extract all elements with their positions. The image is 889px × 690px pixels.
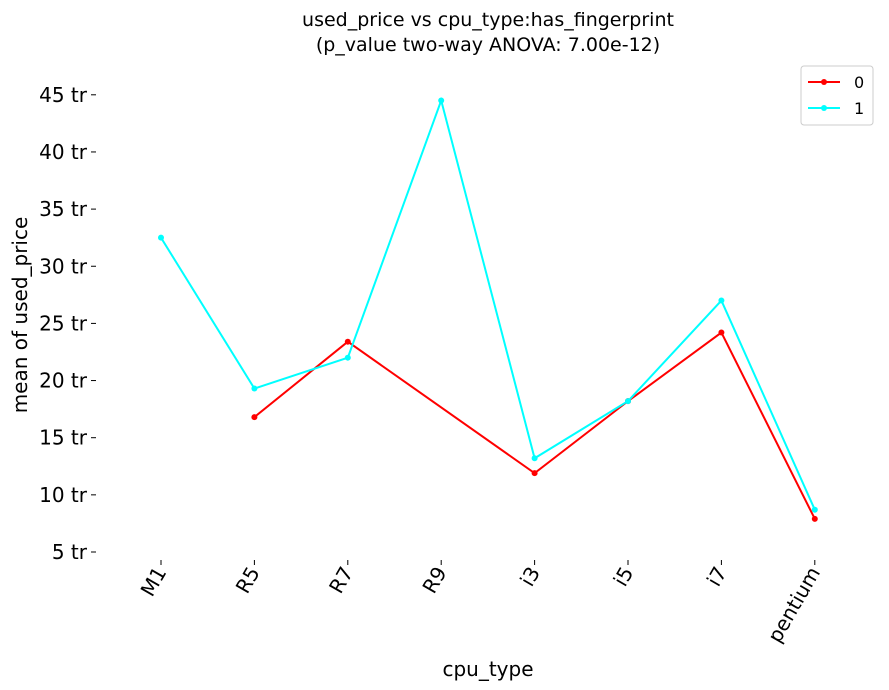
legend-label-1: 1 xyxy=(854,99,864,118)
x-axis: M1 R5 R7 R9 i3 i5 i7 pentium xyxy=(136,560,825,647)
y-tick-label: 30 tr xyxy=(39,254,88,278)
y-tick-label: 10 tr xyxy=(39,483,88,507)
data-point-1 xyxy=(718,297,725,304)
data-point-0 xyxy=(344,338,351,345)
x-tick-label: R5 xyxy=(231,563,265,598)
legend-label-0: 0 xyxy=(854,73,864,92)
data-point-0 xyxy=(251,414,258,421)
chart-title-line1: used_price vs cpu_type:has_fingerprint xyxy=(302,9,674,31)
data-point-1 xyxy=(344,354,351,361)
series-line-1 xyxy=(160,97,816,511)
x-tick-label: R7 xyxy=(324,563,358,598)
x-tick-label: pentium xyxy=(763,563,825,647)
y-tick-label: 35 tr xyxy=(39,197,88,221)
data-point-1 xyxy=(625,398,631,405)
y-tick-label: 45 tr xyxy=(39,83,88,107)
data-point-0 xyxy=(811,515,818,522)
series-layer xyxy=(158,97,818,522)
legend-marker-1 xyxy=(821,105,827,111)
x-tick-label: i5 xyxy=(608,563,638,591)
y-tick-label: 20 tr xyxy=(39,369,88,393)
legend-marker-0 xyxy=(821,79,827,85)
legend: 01 xyxy=(800,65,874,126)
x-tick-label: M1 xyxy=(136,563,172,601)
y-axis-label: mean of used_price xyxy=(8,217,32,414)
data-point-0 xyxy=(718,329,725,336)
x-tick-label: i3 xyxy=(515,563,545,591)
data-point-1 xyxy=(811,506,818,513)
x-tick-label: R9 xyxy=(417,563,451,598)
y-axis: 5 tr 10 tr 15 tr 20 tr 25 tr 30 tr 35 tr 40 tr 4… xyxy=(39,83,96,564)
y-tick-label: 40 tr xyxy=(39,140,88,164)
y-tick-label: 25 tr xyxy=(39,311,88,335)
data-point-1 xyxy=(531,455,538,462)
data-point-1 xyxy=(438,97,445,104)
chart-title-line2: (p_value two-way ANOVA: 7.00e-12) xyxy=(316,34,660,56)
data-point-1 xyxy=(251,385,258,392)
y-tick-label: 15 tr xyxy=(39,426,88,450)
x-axis-label: cpu_type xyxy=(442,657,533,681)
y-tick-label: 5 tr xyxy=(52,540,88,564)
series-line-0 xyxy=(253,331,816,520)
x-tick-label: i7 xyxy=(702,563,732,591)
data-point-0 xyxy=(531,470,538,477)
legend-frame xyxy=(800,65,874,126)
data-point-1 xyxy=(158,234,164,241)
